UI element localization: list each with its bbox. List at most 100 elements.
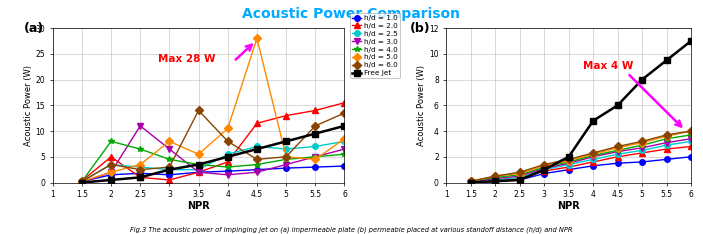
h/d = 2.0 [165, 179, 174, 181]
h/d = 3.0 [614, 150, 622, 153]
h/d = 2.0 [515, 177, 524, 180]
Line: h/d = 6.0: h/d = 6.0 [468, 128, 694, 184]
Y-axis label: Acoustic Power (W): Acoustic Power (W) [418, 65, 426, 146]
h/d = 1.0 [311, 166, 319, 168]
h/d = 1.0 [224, 170, 232, 173]
Line: h/d = 6.0: h/d = 6.0 [79, 108, 347, 184]
h/d = 4.0 [540, 166, 548, 168]
h/d = 2.5 [589, 158, 598, 161]
h/d = 2.0 [252, 122, 261, 125]
h/d = 2.5 [340, 140, 349, 143]
h/d = 6.0 [687, 130, 695, 132]
Text: (a): (a) [24, 22, 44, 35]
h/d = 2.0 [194, 171, 202, 174]
h/d = 3.0 [77, 181, 86, 183]
h/d = 4.0 [565, 161, 573, 163]
h/d = 2.5 [662, 144, 671, 146]
h/d = 3.0 [515, 175, 524, 177]
h/d = 1.0 [165, 173, 174, 176]
h/d = 1.0 [614, 162, 622, 165]
h/d = 6.0 [77, 180, 86, 183]
Free Jet [467, 181, 475, 184]
h/d = 4.0 [252, 163, 261, 166]
Line: h/d = 2.5: h/d = 2.5 [468, 139, 694, 185]
h/d = 5.0 [224, 127, 232, 130]
Free Jet [282, 140, 290, 143]
h/d = 5.0 [107, 171, 115, 174]
Line: Free Jet: Free Jet [79, 123, 347, 185]
h/d = 2.5 [282, 148, 290, 150]
Free Jet [589, 119, 598, 122]
h/d = 2.0 [540, 169, 548, 172]
h/d = 3.0 [638, 146, 646, 149]
h/d = 4.0 [340, 153, 349, 156]
h/d = 3.0 [165, 148, 174, 150]
h/d = 1.0 [687, 155, 695, 158]
Line: h/d = 1.0: h/d = 1.0 [468, 154, 694, 185]
h/d = 2.5 [540, 168, 548, 171]
h/d = 2.5 [515, 176, 524, 179]
Text: Fig.3 The acoustic power of impinging jet on (a) impermeable plate (b) permeable: Fig.3 The acoustic power of impinging je… [130, 226, 573, 233]
h/d = 5.0 [540, 164, 548, 167]
h/d = 3.0 [662, 141, 671, 144]
h/d = 3.0 [589, 155, 598, 158]
h/d = 1.0 [77, 180, 86, 183]
h/d = 2.5 [614, 153, 622, 156]
h/d = 2.0 [638, 152, 646, 154]
h/d = 3.0 [282, 163, 290, 166]
Free Jet [662, 59, 671, 62]
h/d = 5.0 [515, 172, 524, 175]
h/d = 3.0 [565, 162, 573, 165]
h/d = 1.0 [252, 168, 261, 171]
Free Jet [491, 180, 500, 183]
h/d = 2.0 [589, 161, 598, 163]
Line: h/d = 5.0: h/d = 5.0 [468, 128, 694, 184]
h/d = 2.5 [467, 180, 475, 183]
h/d = 2.0 [282, 114, 290, 117]
Free Jet [194, 163, 202, 166]
h/d = 4.0 [77, 180, 86, 183]
h/d = 1.0 [515, 179, 524, 181]
h/d = 1.0 [282, 167, 290, 169]
Free Jet [252, 148, 261, 150]
h/d = 4.0 [614, 149, 622, 152]
h/d = 6.0 [165, 166, 174, 168]
h/d = 5.0 [687, 130, 695, 132]
h/d = 2.0 [136, 176, 145, 179]
h/d = 1.0 [662, 158, 671, 161]
h/d = 6.0 [614, 145, 622, 148]
Free Jet [224, 155, 232, 158]
Legend: h/d = 1.0, h/d = 2.0, h/d = 2.5, h/d = 3.0, h/d = 4.0, h/d = 5.0, h/d = 6.0, Fre: h/d = 1.0, h/d = 2.0, h/d = 2.5, h/d = 3… [350, 13, 400, 78]
h/d = 4.0 [136, 148, 145, 150]
h/d = 2.5 [252, 145, 261, 148]
h/d = 4.0 [638, 144, 646, 146]
X-axis label: NPR: NPR [187, 201, 210, 211]
h/d = 2.0 [467, 180, 475, 183]
h/d = 4.0 [165, 158, 174, 161]
Line: Free Jet: Free Jet [468, 38, 694, 185]
h/d = 2.5 [687, 140, 695, 143]
h/d = 1.0 [491, 180, 500, 183]
h/d = 6.0 [252, 158, 261, 161]
h/d = 5.0 [614, 146, 622, 149]
h/d = 3.0 [491, 177, 500, 180]
Free Jet [77, 181, 86, 184]
h/d = 1.0 [565, 168, 573, 171]
h/d = 2.0 [340, 101, 349, 104]
Line: h/d = 2.5: h/d = 2.5 [79, 139, 347, 184]
Free Jet [638, 78, 646, 81]
h/d = 6.0 [565, 158, 573, 161]
h/d = 5.0 [638, 141, 646, 144]
Free Jet [136, 176, 145, 179]
h/d = 6.0 [282, 155, 290, 158]
h/d = 4.0 [194, 163, 202, 166]
h/d = 2.5 [311, 145, 319, 148]
X-axis label: NPR: NPR [557, 201, 580, 211]
Line: h/d = 4.0: h/d = 4.0 [468, 132, 694, 184]
Free Jet [107, 179, 115, 181]
Free Jet [565, 155, 573, 158]
h/d = 4.0 [662, 137, 671, 140]
h/d = 5.0 [565, 159, 573, 162]
h/d = 1.0 [467, 181, 475, 184]
h/d = 2.5 [565, 163, 573, 166]
